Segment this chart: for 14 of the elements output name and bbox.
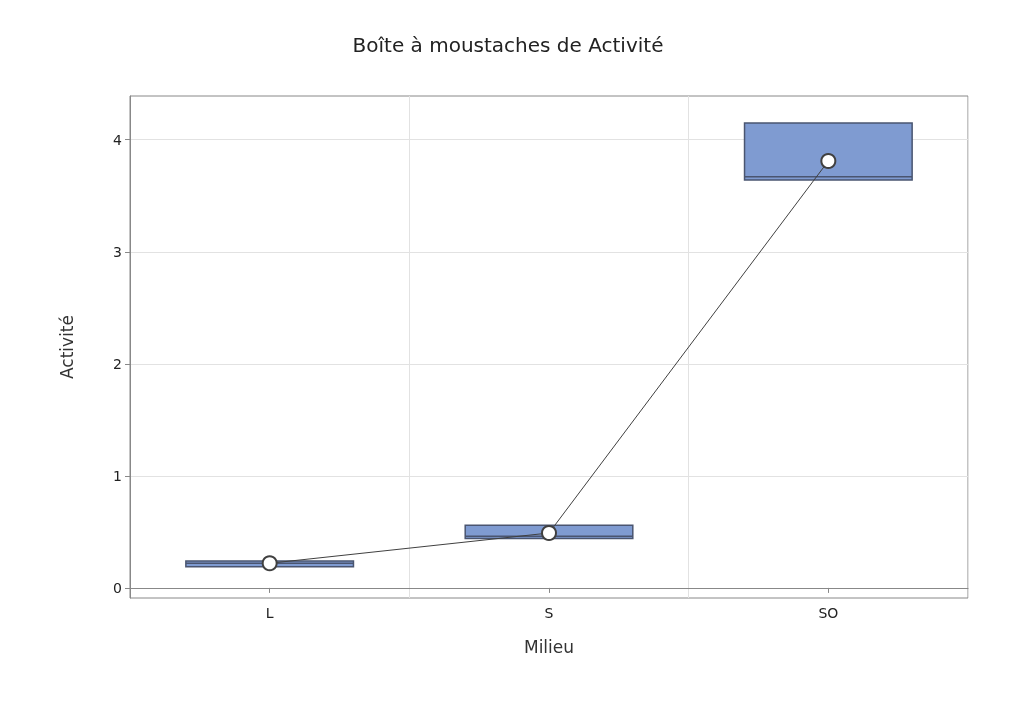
- x-tick-label: SO: [818, 605, 839, 621]
- y-tick-label: 3: [113, 243, 122, 260]
- chart-title: Boîte à moustaches de Activité: [352, 33, 664, 57]
- point: [820, 152, 837, 169]
- x-tick-label: S: [544, 605, 554, 621]
- y-axis-title: Activité: [56, 315, 77, 379]
- point: [261, 555, 278, 572]
- y-tick-label: 0: [113, 579, 122, 596]
- x-axis-title: Milieu: [523, 636, 575, 657]
- y-tick-label: 4: [113, 131, 123, 148]
- y-tick-label: 2: [113, 355, 122, 372]
- point: [541, 525, 557, 541]
- y-tick-label: 1: [113, 467, 122, 484]
- x-tick-label: L: [265, 605, 274, 621]
